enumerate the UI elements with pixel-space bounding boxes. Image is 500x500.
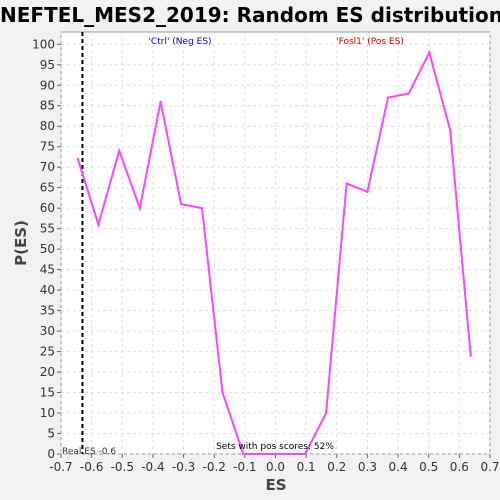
y-tick-label: 30 bbox=[40, 324, 55, 338]
y-tick-label: 0 bbox=[47, 447, 55, 461]
x-tick-label: 0.5 bbox=[419, 460, 438, 474]
x-tick-label: -0.2 bbox=[203, 460, 226, 474]
y-tick-label: 70 bbox=[40, 160, 55, 174]
data-point bbox=[118, 149, 121, 153]
x-tick-label: 0.1 bbox=[297, 460, 316, 474]
x-tick-label: -0.3 bbox=[172, 460, 195, 474]
x-tick-label: -0.7 bbox=[49, 460, 72, 474]
data-point bbox=[386, 96, 390, 99]
y-tick-label: 90 bbox=[40, 78, 55, 92]
x-tick-label: 0.6 bbox=[450, 460, 469, 474]
data-point bbox=[407, 92, 410, 95]
y-tick-label: 20 bbox=[40, 365, 55, 379]
y-tick-label: 80 bbox=[40, 119, 55, 133]
data-point bbox=[159, 100, 162, 103]
data-points bbox=[76, 51, 472, 456]
y-axis-title: P(ES) bbox=[12, 220, 30, 266]
data-point bbox=[76, 157, 80, 161]
y-tick-label: 65 bbox=[40, 181, 55, 195]
y-tick-label: 40 bbox=[40, 283, 55, 297]
x-axis-title: ES bbox=[265, 476, 286, 494]
data-point bbox=[138, 206, 141, 210]
y-tick-label: 25 bbox=[40, 345, 55, 359]
y-tick-label: 95 bbox=[40, 58, 55, 72]
data-point bbox=[179, 202, 183, 206]
y-tick-label: 35 bbox=[40, 304, 55, 318]
x-tick-label: -0.5 bbox=[111, 460, 134, 474]
neg-es-label: 'Ctrl' (Neg ES) bbox=[148, 37, 211, 47]
data-point bbox=[262, 452, 266, 456]
x-tick-label: -0.1 bbox=[233, 460, 256, 474]
x-tick-label: 0.4 bbox=[389, 460, 408, 474]
data-point bbox=[221, 391, 224, 394]
data-point bbox=[366, 190, 369, 193]
y-tick-label: 5 bbox=[47, 427, 55, 441]
y-tick-label: 50 bbox=[40, 242, 55, 256]
data-point bbox=[200, 206, 204, 210]
data-point bbox=[97, 223, 100, 226]
y-tick-label: 100 bbox=[32, 37, 55, 51]
x-tick-label: -0.4 bbox=[141, 460, 164, 474]
y-tick-label: 15 bbox=[40, 386, 55, 400]
data-point bbox=[304, 452, 307, 456]
y-tick-label: 45 bbox=[40, 263, 55, 277]
data-point bbox=[345, 182, 348, 185]
data-point bbox=[469, 354, 472, 357]
y-tick-label: 10 bbox=[40, 406, 55, 420]
y-tick-label: 75 bbox=[40, 140, 55, 154]
x-tick-label: 0.0 bbox=[266, 460, 285, 474]
pos-scores-label: Sets with pos scores: 52% bbox=[216, 442, 334, 452]
x-tick-label: -0.6 bbox=[80, 460, 103, 474]
data-point bbox=[283, 452, 286, 456]
y-tick-label: 60 bbox=[40, 201, 55, 215]
x-tick-label: 0.2 bbox=[327, 460, 346, 474]
data-point bbox=[324, 411, 328, 415]
real-es-label: Real ES -0.6 bbox=[62, 447, 116, 457]
pos-es-label: 'Fosl1' (Pos ES) bbox=[336, 37, 404, 47]
random-es-distribution-line bbox=[76, 49, 472, 455]
x-tick-label: 0.3 bbox=[358, 460, 377, 474]
y-tick-label: 55 bbox=[40, 222, 55, 236]
chart-title: NEFTEL_MES2_2019: Random ES distribution bbox=[0, 3, 500, 27]
axis-ticks: 0 5 10 15 20 25 30 35 40 45 50 55 60 65 70 75 80 85 90 95 10… bbox=[32, 37, 499, 474]
data-point bbox=[448, 129, 452, 132]
data-point bbox=[242, 452, 245, 456]
y-tick-label: 85 bbox=[40, 99, 55, 113]
x-tick-label: 0.7 bbox=[480, 460, 499, 474]
grid-lines bbox=[60, 32, 491, 455]
data-point bbox=[428, 51, 431, 54]
